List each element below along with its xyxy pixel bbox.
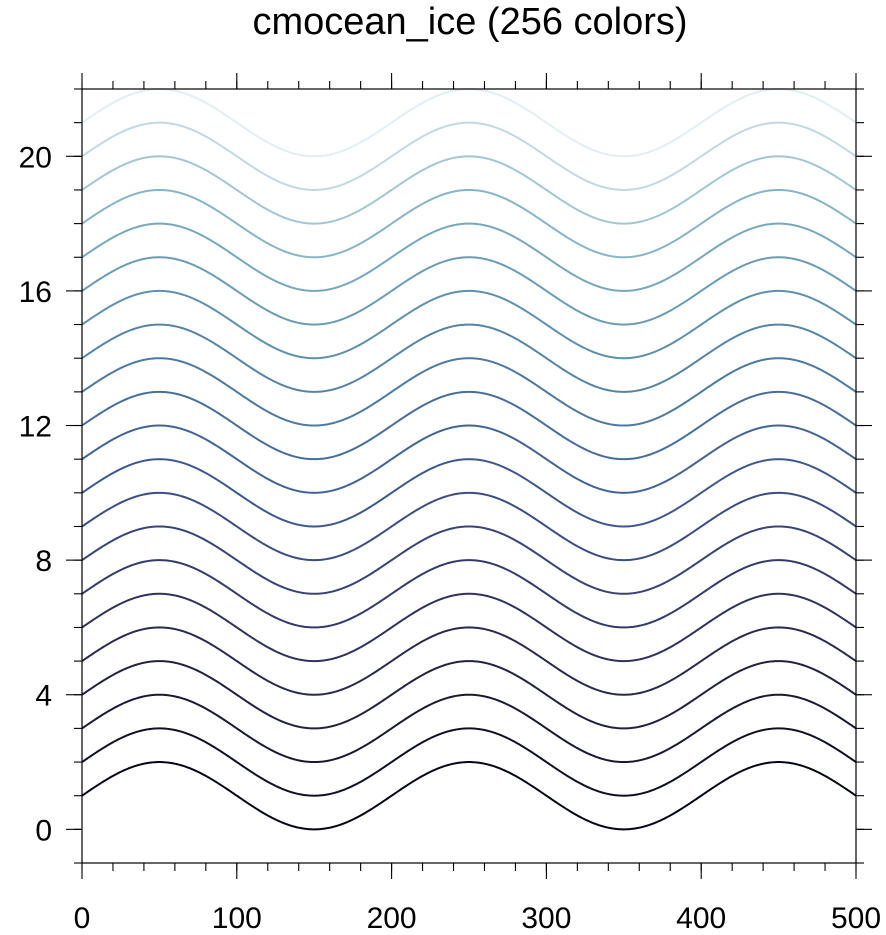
y-tick-label: 4 bbox=[35, 680, 52, 713]
series-line-13 bbox=[81, 357, 857, 427]
series-line-4 bbox=[81, 660, 857, 730]
series-line-10 bbox=[81, 458, 857, 528]
series-line-2 bbox=[81, 727, 857, 797]
plot-frame bbox=[81, 88, 857, 864]
y-tick-label: 8 bbox=[35, 545, 52, 578]
x-tick-label: 0 bbox=[74, 902, 91, 935]
y-tick-label: 0 bbox=[35, 814, 52, 847]
series-line-15 bbox=[81, 289, 857, 360]
series-line-5 bbox=[81, 626, 857, 696]
series-line-18 bbox=[81, 188, 857, 259]
x-tick-label: 500 bbox=[831, 902, 881, 935]
series-layer bbox=[81, 88, 857, 831]
x-tick-label: 400 bbox=[676, 902, 726, 935]
y-tick-label: 20 bbox=[19, 141, 52, 174]
y-tick-label: 12 bbox=[19, 411, 52, 444]
series-line-8 bbox=[81, 525, 857, 595]
series-line-19 bbox=[81, 155, 857, 225]
series-line-11 bbox=[81, 424, 857, 494]
series-line-20 bbox=[81, 121, 857, 191]
series-line-7 bbox=[81, 559, 857, 629]
series-line-17 bbox=[81, 222, 857, 292]
x-tick-label: 200 bbox=[367, 902, 417, 935]
y-tick-label: 16 bbox=[19, 276, 52, 309]
series-line-12 bbox=[81, 390, 857, 461]
series-line-1 bbox=[81, 761, 857, 831]
series-line-14 bbox=[81, 323, 857, 393]
chart-title: cmocean_ice (256 colors) bbox=[252, 1, 687, 43]
series-line-16 bbox=[81, 256, 857, 326]
series-line-9 bbox=[81, 491, 857, 562]
axis-layer: 0 100 200 300 400 500 0 4 8 12 16 20 bbox=[19, 73, 881, 935]
series-line-3 bbox=[81, 693, 857, 764]
x-tick-label: 100 bbox=[212, 902, 262, 935]
series-line-6 bbox=[81, 592, 857, 663]
x-tick-label: 300 bbox=[521, 902, 571, 935]
